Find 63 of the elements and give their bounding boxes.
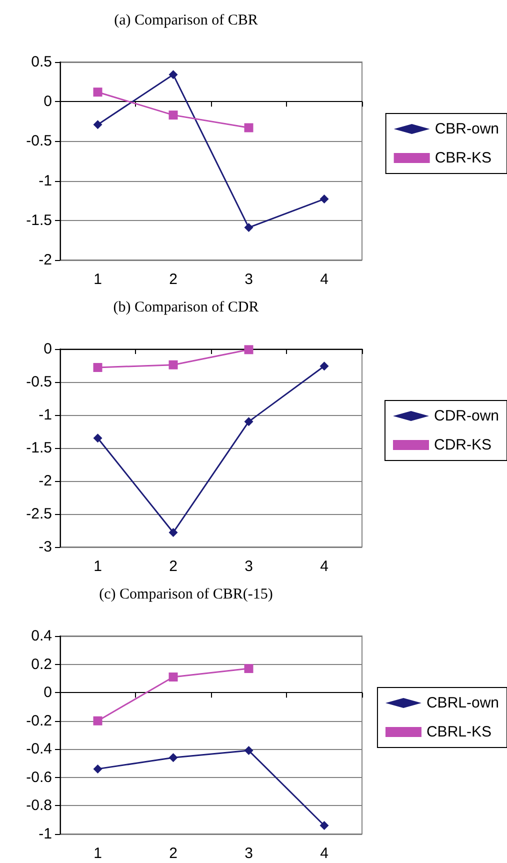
chart-title: (b) Comparison of CDR: [113, 300, 259, 316]
point: [168, 110, 178, 120]
chart-title: (c) Comparison of CBR(-15): [99, 586, 273, 602]
point: [320, 194, 329, 204]
x-tick-label: 4: [320, 558, 328, 575]
y-tick-label: 0: [44, 684, 52, 702]
point: [93, 764, 102, 774]
y-tick-label: -0.4: [26, 740, 52, 758]
y-tick-label: -1: [38, 826, 52, 842]
point: [93, 434, 102, 443]
point: [93, 120, 102, 130]
x-tick-label: 4: [320, 271, 328, 288]
legend-label: CBR-KS: [434, 150, 492, 166]
point: [93, 362, 102, 372]
point: [168, 672, 178, 682]
y-tick-label: 0.4: [31, 628, 52, 644]
y-tick-label: -0.5: [26, 132, 52, 150]
x-tick-label: 2: [169, 271, 178, 288]
point: [168, 360, 178, 370]
y-tick-label: -1: [38, 406, 52, 424]
point: [168, 753, 178, 762]
legend-label: CDR-KS: [434, 436, 492, 454]
y-tick-label: -0.8: [26, 797, 52, 814]
point: [93, 716, 102, 726]
legend-label: CBRL-KS: [426, 724, 492, 740]
point: [320, 362, 329, 371]
x-tick-label: 2: [169, 558, 178, 575]
y-tick-label: 0: [44, 340, 52, 358]
y-tick-label: -3: [38, 538, 52, 556]
x-tick-label: 4: [320, 845, 328, 862]
point: [168, 528, 178, 537]
x-tick-label: 2: [169, 845, 178, 862]
chart-title: (a) Comparison of CBR: [114, 12, 258, 28]
legend-label: CDR-own: [434, 408, 500, 424]
y-tick-label: -1: [38, 172, 52, 190]
point: [320, 821, 329, 830]
point: [244, 417, 254, 426]
y-tick-label: -2.5: [26, 506, 52, 522]
y-tick-label: -1.5: [26, 440, 52, 456]
y-tick-label: -0.6: [26, 768, 52, 786]
y-tick-label: -2: [38, 472, 52, 490]
legend-label: CBR-own: [434, 120, 500, 138]
y-tick-label: -0.2: [26, 712, 52, 730]
y-tick-label: 0.5: [31, 54, 52, 70]
point: [244, 345, 254, 354]
point: [168, 70, 178, 80]
legend-label: CBRL-own: [426, 694, 500, 712]
x-tick-label: 3: [244, 271, 253, 288]
x-tick-label: 3: [244, 558, 253, 575]
point: [244, 664, 254, 674]
x-tick-label: 1: [94, 558, 102, 575]
point: [244, 123, 254, 132]
point: [244, 746, 254, 756]
y-tick-label: 0.2: [31, 656, 52, 673]
x-tick-label: 1: [94, 271, 102, 288]
y-tick-label: 0: [44, 93, 52, 110]
x-tick-label: 1: [94, 845, 102, 862]
y-tick-label: -0.5: [26, 374, 52, 390]
point: [93, 88, 102, 97]
point: [244, 223, 254, 232]
y-tick-label: -2: [38, 252, 52, 268]
x-tick-label: 3: [244, 845, 253, 862]
y-tick-label: -1.5: [26, 212, 52, 229]
